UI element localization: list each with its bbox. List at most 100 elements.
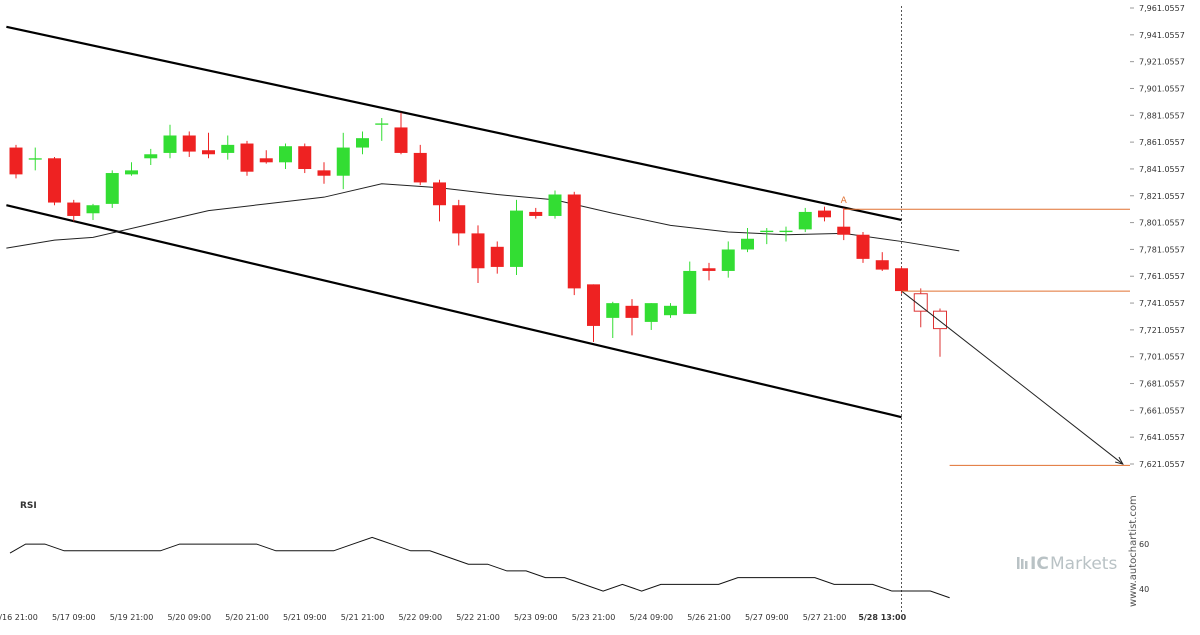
candle-body	[741, 238, 754, 250]
candle	[105, 170, 119, 208]
price-tick-label: 7,661.0557	[1139, 406, 1185, 415]
price-tick-label: 7,781.0557	[1139, 245, 1185, 254]
candle-body	[221, 144, 235, 153]
price-tick-label: 7,841.0557	[1139, 165, 1185, 174]
candle	[375, 118, 389, 141]
candle-body	[567, 194, 581, 289]
time-tick-label: 5/27 09:00	[745, 613, 789, 622]
forecast-pattern	[901, 288, 1124, 465]
watermark: IC Markets www.autochartist.com	[1017, 495, 1139, 607]
candle-body	[875, 260, 889, 270]
candle-body	[86, 205, 100, 214]
price-tick-label: 7,741.0557	[1139, 299, 1185, 308]
candle	[9, 144, 23, 179]
price-tick-label: 7,921.0557	[1139, 58, 1185, 67]
brand-markets-text: Markets	[1050, 554, 1117, 574]
candle	[317, 162, 331, 184]
candle-body	[163, 135, 177, 153]
candle	[644, 303, 658, 330]
time-tick-label: 5/19 21:00	[110, 613, 154, 622]
rsi-tick-label: 60	[1139, 540, 1149, 549]
candle	[298, 143, 312, 174]
moving-average	[6, 183, 960, 252]
candle	[163, 124, 177, 159]
candle	[67, 199, 81, 222]
rsi-panel: RSI 60 40	[9, 501, 1149, 599]
candle-body	[606, 303, 620, 318]
price-axis: 7,961.0557 7,941.0557 7,921.0557 7,901.0557…	[1130, 4, 1185, 469]
candle-body	[375, 123, 389, 125]
candle-body	[298, 146, 312, 170]
candle-body	[683, 270, 697, 314]
price-tick-label: 7,641.0557	[1139, 433, 1185, 442]
candle-body	[529, 211, 543, 216]
candles	[9, 112, 908, 343]
candle	[779, 226, 793, 242]
channel-lower-line	[6, 204, 902, 419]
candle-body	[28, 158, 42, 160]
candle	[818, 206, 831, 222]
candle-body	[394, 127, 408, 153]
candle-body	[664, 305, 677, 316]
candle	[394, 112, 408, 155]
forecast-arrow-line	[901, 290, 1124, 465]
forecast-body	[913, 293, 928, 312]
candle-body	[510, 210, 523, 267]
time-tick-label: 5/16 21:00	[0, 613, 38, 622]
forecast-candle	[913, 288, 928, 328]
candle-body	[259, 158, 273, 163]
candle	[336, 132, 350, 190]
time-axis: 5/16 21:00 5/17 09:00 5/19 21:00 5/20 09:00…	[0, 613, 907, 622]
price-tick-label: 7,901.0557	[1139, 84, 1185, 93]
time-tick-label: 5/26 21:00	[687, 613, 731, 622]
candle	[760, 228, 774, 245]
brand-logo-icon	[1017, 557, 1028, 569]
candle-body	[413, 152, 427, 183]
candle-body	[644, 303, 658, 322]
price-tick-label: 7,861.0557	[1139, 138, 1185, 147]
time-tick-label: 5/21 09:00	[283, 613, 327, 622]
time-tick-label: 5/17 09:00	[52, 613, 96, 622]
forecast-arrow-head-icon	[1115, 456, 1124, 465]
time-tick-label: 5/20 09:00	[167, 613, 211, 622]
price-tick-label: 7,941.0557	[1139, 31, 1185, 40]
candle-body	[760, 230, 774, 233]
candle	[587, 284, 600, 343]
candle	[471, 225, 485, 284]
candle-body	[625, 305, 639, 318]
candle-body	[125, 170, 138, 175]
candle	[875, 252, 889, 271]
candle-body	[721, 249, 735, 271]
time-tick-label: 5/21 21:00	[341, 613, 385, 622]
candle-body	[798, 211, 812, 230]
price-tick-label: 7,761.0557	[1139, 272, 1185, 281]
candle-body	[433, 182, 446, 206]
candle	[221, 135, 235, 160]
candle-body	[279, 146, 292, 163]
candle	[28, 147, 42, 171]
forecast-candle	[933, 308, 947, 357]
candle	[490, 241, 504, 274]
price-tick-label: 7,701.0557	[1139, 353, 1185, 362]
price-tick-label: 7,801.0557	[1139, 219, 1185, 228]
candle	[529, 207, 543, 219]
candle	[567, 191, 581, 296]
candle-body	[105, 173, 119, 204]
candle-body	[548, 194, 562, 216]
candle	[798, 207, 812, 233]
candle-body	[837, 226, 851, 235]
candle-body	[240, 143, 254, 172]
time-tick-label: 5/20 21:00	[225, 613, 269, 622]
candle	[356, 131, 369, 155]
time-tick-label: 5/22 09:00	[398, 613, 442, 622]
candle	[259, 150, 273, 164]
moving-average-line	[6, 183, 960, 252]
candle-body	[48, 158, 61, 203]
price-tick-label: 7,961.0557	[1139, 4, 1185, 13]
candle-body	[452, 205, 466, 234]
candle	[895, 266, 908, 294]
candle	[837, 207, 851, 241]
time-tick-label: 5/22 21:00	[456, 613, 500, 622]
